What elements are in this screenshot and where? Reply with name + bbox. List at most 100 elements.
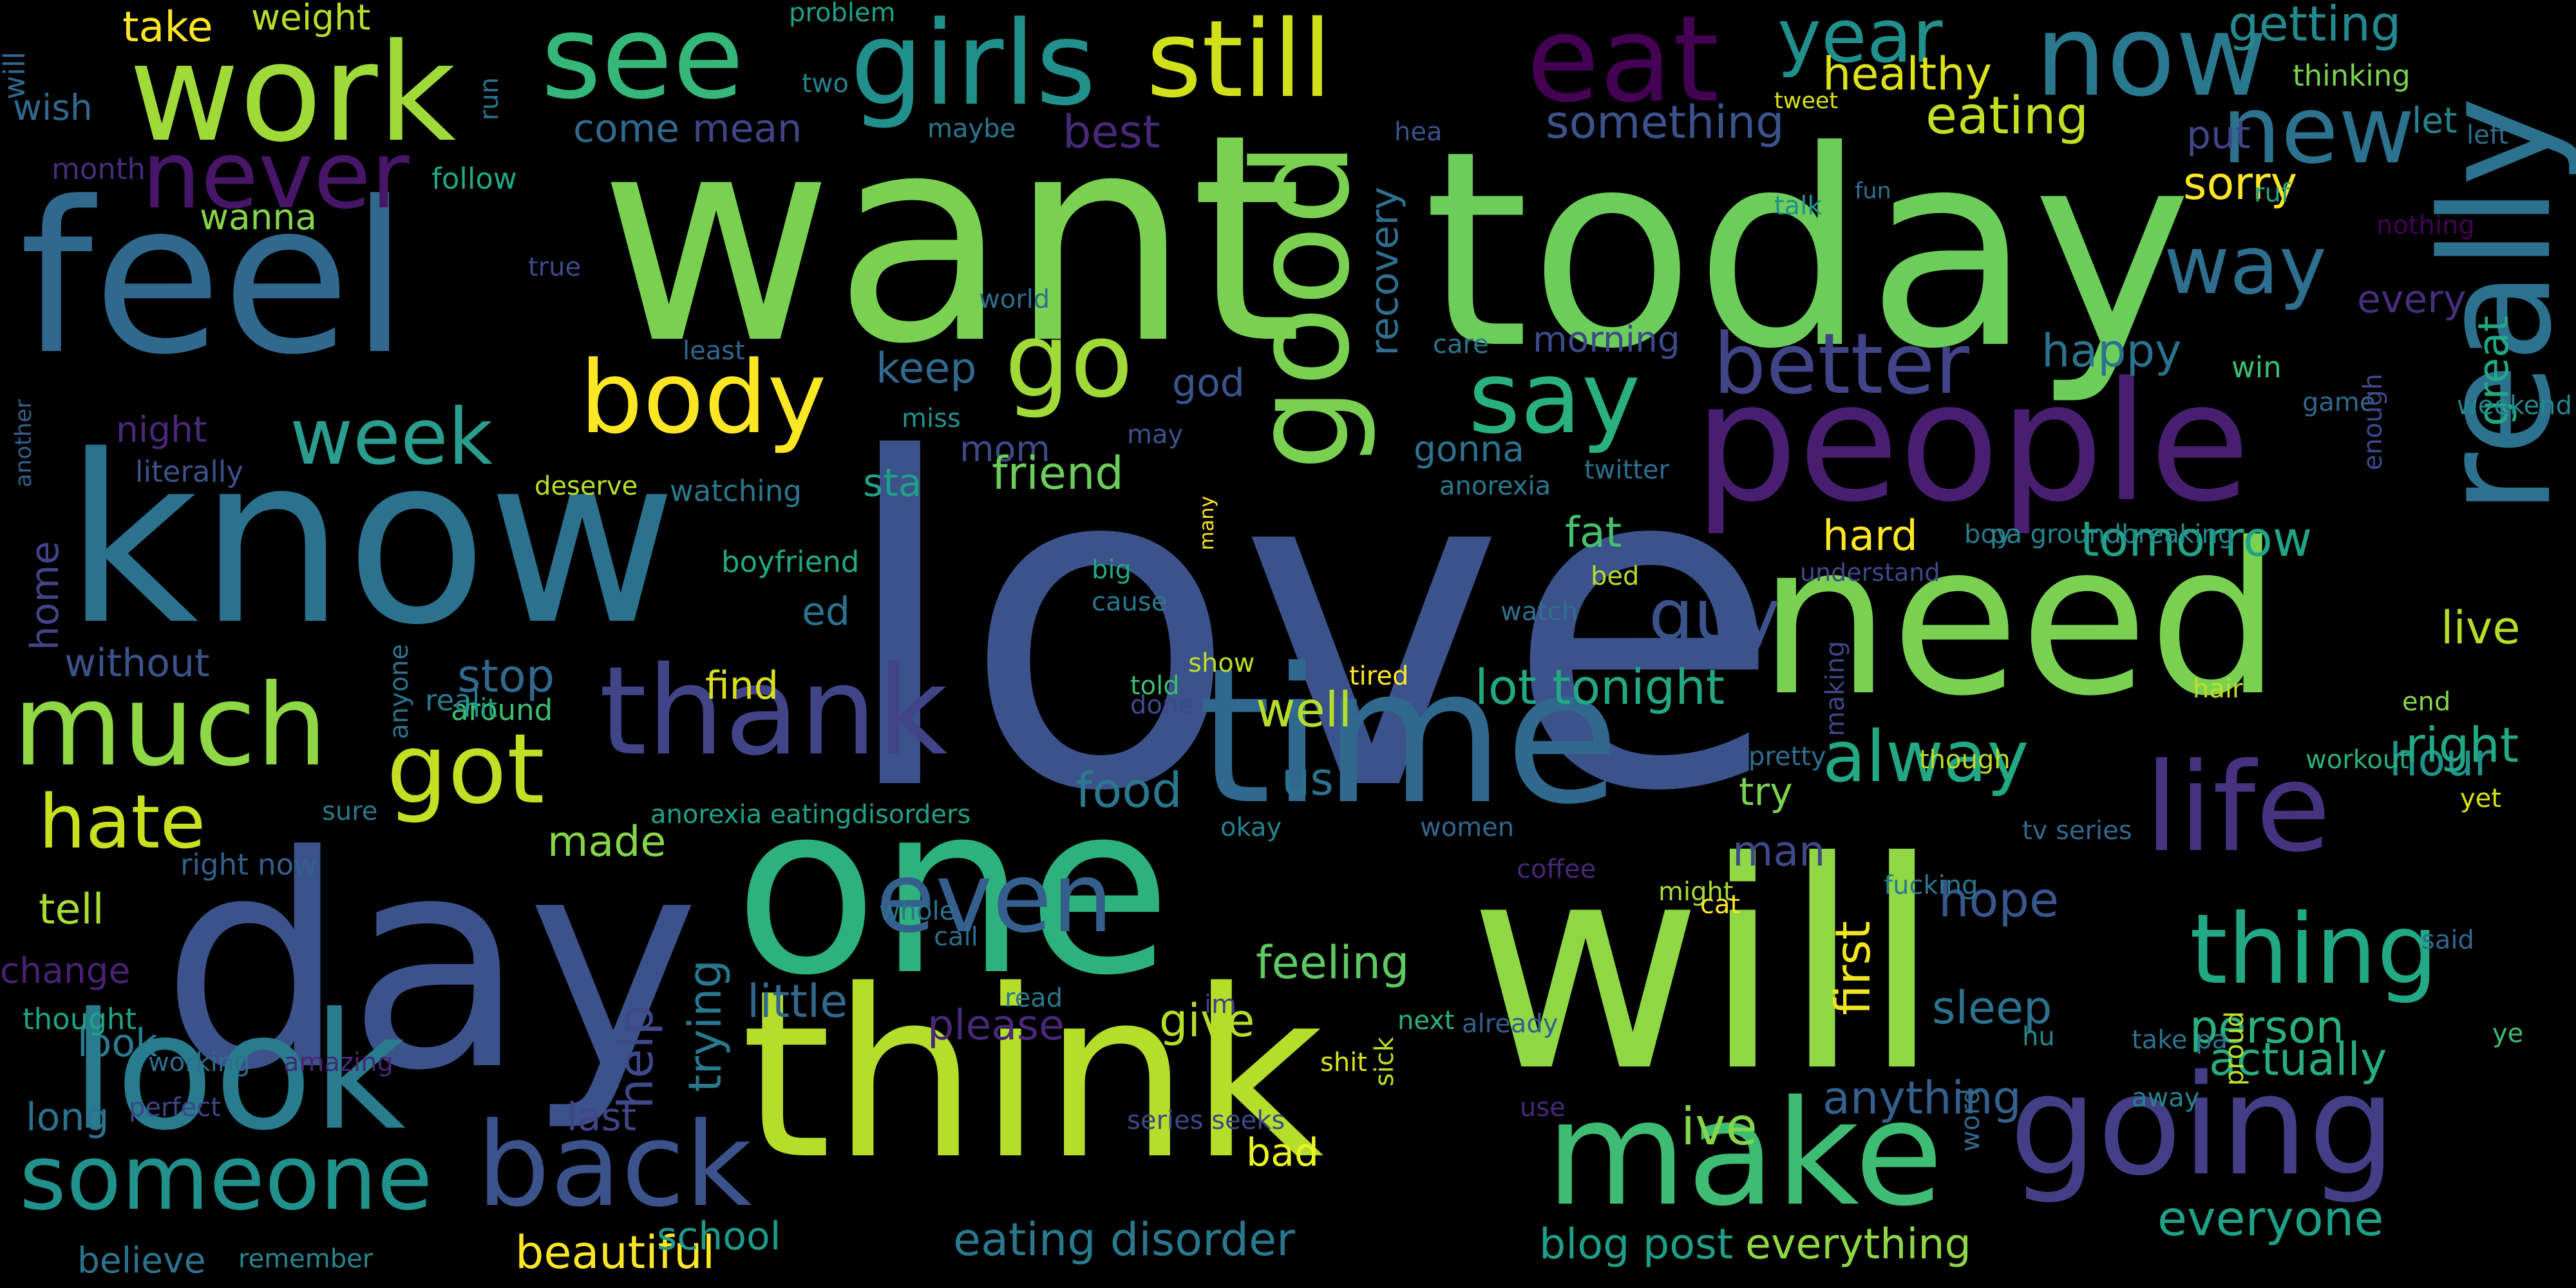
word-cause: cause [1092, 587, 1168, 617]
word-eat: eat [1526, 0, 1719, 129]
word-sta: sta [863, 460, 922, 506]
word-anyone: anyone [384, 644, 414, 739]
word-week: week [290, 393, 493, 482]
word-follow: follow [431, 162, 517, 196]
word-best: best [1063, 106, 1160, 158]
word-might: might [1658, 877, 1734, 907]
word-away: away [2132, 1083, 2200, 1113]
word-problem: problem [789, 0, 896, 28]
word-boy: boy [1964, 520, 2012, 549]
word-thank: thank [599, 640, 948, 782]
word-take-pa: take pa [2132, 1025, 2228, 1055]
word-hu: hu [2022, 1022, 2055, 1052]
word-time: time [1198, 629, 1620, 846]
word-beautiful: beautiful [515, 1226, 715, 1279]
word-call: call [934, 922, 978, 952]
word-bed: bed [1591, 562, 1640, 591]
word-sure: sure [322, 797, 378, 826]
word-day: day [161, 794, 700, 1135]
word-hour: hour [2389, 734, 2493, 786]
word-making: making [1821, 641, 1850, 737]
word-anything: anything [1823, 1072, 2022, 1124]
word-cat: cat [1700, 890, 1741, 920]
word-god: god [1172, 361, 1245, 406]
word-watch: watch [1501, 597, 1578, 627]
word-bad: bad [1246, 1130, 1319, 1175]
word-tomorrow: tomorrow [2080, 511, 2313, 567]
word-wanna: wanna [200, 196, 317, 238]
word-find: find [705, 663, 779, 708]
word-boyfriend: boyfriend [721, 545, 860, 579]
word-go: go [1005, 300, 1133, 421]
word-trying: trying [679, 960, 732, 1092]
word-yet: yet [2460, 784, 2501, 813]
word-feel: feel [19, 156, 409, 401]
word-blog-post: blog post [1539, 1220, 1734, 1269]
word-game: game [2302, 388, 2376, 417]
word-long: long [26, 1095, 109, 1140]
word-someone: someone [19, 1126, 433, 1231]
word-us: us [1282, 753, 1334, 806]
word-perfect: perfect [129, 1093, 221, 1122]
word-proud: proud [2220, 1011, 2249, 1086]
word-weight: weight [251, 0, 371, 38]
word-healthy: healthy [1823, 48, 1993, 100]
word-month: month [52, 152, 146, 186]
word-stop: stop [457, 650, 555, 703]
word-word: word [1956, 1088, 1985, 1152]
word-weekend: weekend [2457, 391, 2573, 421]
word-hit: hit [464, 694, 498, 723]
word-getting: getting [2228, 0, 2401, 52]
word-life: life [2145, 737, 2331, 879]
word-working: working [148, 1048, 251, 1077]
word-ive: ive [1681, 1097, 1757, 1157]
word-real: real [425, 683, 480, 717]
word-said: said [2421, 925, 2474, 955]
word-everyone: everyone [2157, 1190, 2384, 1247]
word-care: care [1433, 330, 1489, 359]
word-shit: shit [1320, 1048, 1367, 1077]
word-already: already [1462, 1009, 1558, 1039]
word-little: little [747, 975, 848, 1028]
word-everything: everything [1745, 1220, 1971, 1269]
word-eating-disorder: eating disorder [953, 1213, 1295, 1266]
word-another: another [11, 399, 37, 488]
word-please: please [927, 1001, 1065, 1050]
word-will: will [0, 52, 32, 100]
word-made: made [547, 818, 667, 866]
word-many: many [1196, 496, 1218, 551]
word-end: end [2402, 687, 2451, 717]
word-girls: girls [850, 0, 1097, 131]
word-literally: literally [135, 455, 244, 489]
word-eating: eating [1926, 86, 2089, 146]
word-mom: mom [960, 428, 1050, 469]
word-change: change [0, 950, 131, 991]
word-now: now [2035, 0, 2268, 122]
word-may: may [1127, 420, 1184, 450]
word-guy: guy [1649, 574, 1781, 656]
word-going: going [2009, 1045, 2396, 1206]
word-whole: whole [879, 896, 956, 926]
word-least: least [683, 336, 745, 366]
word-school: school [657, 1214, 781, 1259]
word-done: done [1130, 690, 1195, 720]
word-got: got [386, 714, 545, 826]
word-anorexia: anorexia [1439, 471, 1551, 501]
word-believe: believe [77, 1240, 206, 1281]
word-hard: hard [1823, 512, 1918, 560]
word-hea: hea [1394, 117, 1443, 147]
word-help: help [607, 1005, 664, 1110]
word-right: right [2405, 717, 2519, 773]
word-try: try [1739, 770, 1793, 815]
word-lot-tonight: lot tonight [1475, 659, 1725, 715]
word-tired: tired [1349, 661, 1409, 691]
word-look: look [71, 978, 406, 1166]
word-friend: friend [992, 447, 1124, 500]
word-person: person [2190, 1001, 2344, 1054]
word-ruf: ruf [2254, 178, 2290, 208]
word-good: good [1226, 142, 1379, 471]
word-around: around [451, 693, 553, 727]
word-big: big [1092, 555, 1132, 585]
word-never: never [142, 121, 410, 230]
